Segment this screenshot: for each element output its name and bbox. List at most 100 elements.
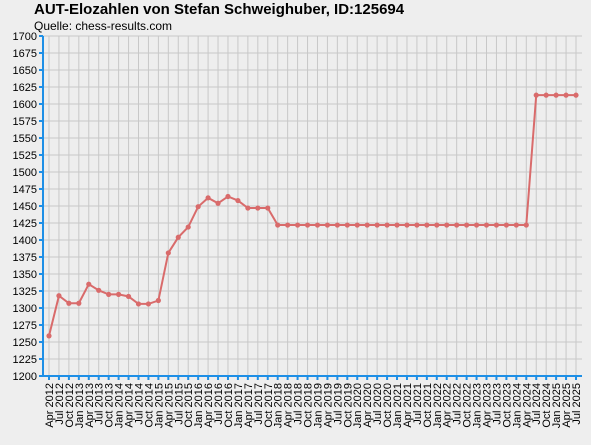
data-point [314, 222, 321, 228]
y-tick-label: 1625 [13, 82, 37, 94]
x-tick-label: Apr 2017 [243, 383, 255, 428]
x-tick-label: Jan 2021 [392, 383, 404, 428]
data-point [533, 92, 539, 98]
y-tick-label: 1325 [13, 286, 37, 298]
x-tick-label: Jul 2020 [372, 383, 384, 425]
data-point [66, 300, 72, 306]
data-point [165, 250, 171, 256]
y-tick-label: 1525 [13, 150, 37, 162]
y-tick-label: 1300 [13, 303, 37, 315]
x-tick-label: Jul 2024 [531, 383, 543, 425]
x-tick-label: Oct 2014 [143, 383, 155, 428]
data-point [135, 301, 142, 307]
x-tick-label: Oct 2024 [541, 383, 553, 428]
x-tick-label: Apr 2022 [442, 383, 454, 428]
x-tick-label: Jan 2017 [233, 383, 245, 428]
data-point [454, 222, 460, 228]
x-tick-label: Apr 2020 [362, 383, 374, 428]
x-tick-label: Jan 2023 [472, 383, 484, 428]
data-point [384, 222, 390, 228]
data-point [155, 297, 161, 304]
y-tick-label: 1675 [13, 48, 37, 60]
data-point [255, 205, 261, 211]
y-tick-label: 1350 [13, 269, 37, 281]
x-tick-label: Oct 2013 [104, 383, 116, 428]
data-point [275, 222, 281, 228]
data-point [444, 222, 450, 228]
data-point [195, 204, 201, 210]
data-point [483, 222, 490, 228]
data-point [294, 222, 301, 228]
data-point [265, 205, 271, 211]
data-point [473, 222, 480, 228]
x-tick-label: Jul 2014 [133, 383, 145, 425]
data-point [145, 301, 152, 307]
y-tick-label: 1700 [13, 31, 37, 43]
data-point [46, 333, 52, 339]
y-tick-label: 1425 [13, 218, 37, 230]
data-point [324, 222, 331, 228]
data-point [394, 222, 400, 228]
data-point [344, 222, 350, 228]
y-tick-label: 1450 [13, 201, 37, 213]
x-tick-label: Jul 2021 [412, 383, 424, 425]
x-tick-label: Jul 2019 [332, 383, 344, 425]
data-point [543, 92, 549, 98]
data-point [414, 222, 420, 228]
x-tick-label: Jul 2022 [452, 383, 464, 425]
data-point [374, 222, 380, 228]
x-tick-label: Jan 2020 [352, 383, 364, 428]
data-point [364, 222, 370, 228]
x-tick-label: Jul 2025 [571, 383, 583, 425]
x-tick-label: Oct 2020 [382, 383, 394, 428]
x-tick-label: Apr 2018 [283, 383, 295, 428]
x-tick-label: Oct 2023 [501, 383, 513, 428]
data-point [175, 234, 181, 240]
data-point [205, 195, 211, 201]
x-tick-label: Apr 2015 [163, 383, 175, 428]
x-tick-label: Jul 2016 [213, 383, 225, 425]
data-point [424, 222, 430, 228]
x-tick-label: Jul 2012 [54, 383, 66, 425]
data-point [125, 293, 132, 300]
data-point [245, 205, 251, 211]
y-tick-label: 1200 [13, 371, 37, 383]
x-tick-label: Apr 2013 [84, 383, 96, 428]
x-tick-label: Oct 2018 [303, 383, 315, 428]
y-tick-label: 1650 [13, 65, 37, 77]
x-tick-label: Jul 2017 [253, 383, 265, 425]
y-tick-label: 1275 [13, 320, 37, 332]
data-point [185, 224, 191, 230]
data-point [464, 222, 470, 228]
chart-subtitle: Quelle: chess-results.com [34, 19, 173, 33]
data-point [96, 287, 102, 293]
y-tick-label: 1500 [13, 167, 37, 179]
x-tick-label: Apr 2025 [561, 383, 573, 428]
y-tick-label: 1400 [13, 235, 37, 247]
data-point [304, 222, 311, 228]
x-tick-label: Jan 2018 [273, 383, 285, 428]
y-tick-label: 1225 [13, 354, 37, 366]
x-tick-label: Oct 2016 [223, 383, 235, 428]
data-point [563, 92, 569, 98]
x-tick-label: Jan 2022 [432, 383, 444, 428]
x-tick-label: Jan 2014 [114, 383, 126, 428]
data-point [553, 92, 559, 98]
data-point [215, 200, 221, 206]
y-tick-label: 1375 [13, 252, 37, 264]
chart-title: AUT-Elozahlen von Stefan Schweighuber, I… [34, 1, 405, 18]
data-point [523, 222, 529, 228]
data-point [334, 222, 340, 228]
data-point [503, 222, 509, 228]
data-point [573, 92, 579, 98]
x-tick-label: Jul 2015 [173, 383, 185, 425]
y-tick-label: 1600 [13, 99, 37, 111]
x-tick-label: Apr 2019 [322, 383, 334, 428]
x-tick-label: Apr 2014 [124, 383, 136, 428]
x-tick-label: Oct 2019 [342, 383, 354, 428]
data-point [285, 222, 291, 228]
x-tick-label: Jan 2013 [74, 383, 86, 428]
y-tick-label: 1550 [13, 133, 37, 145]
